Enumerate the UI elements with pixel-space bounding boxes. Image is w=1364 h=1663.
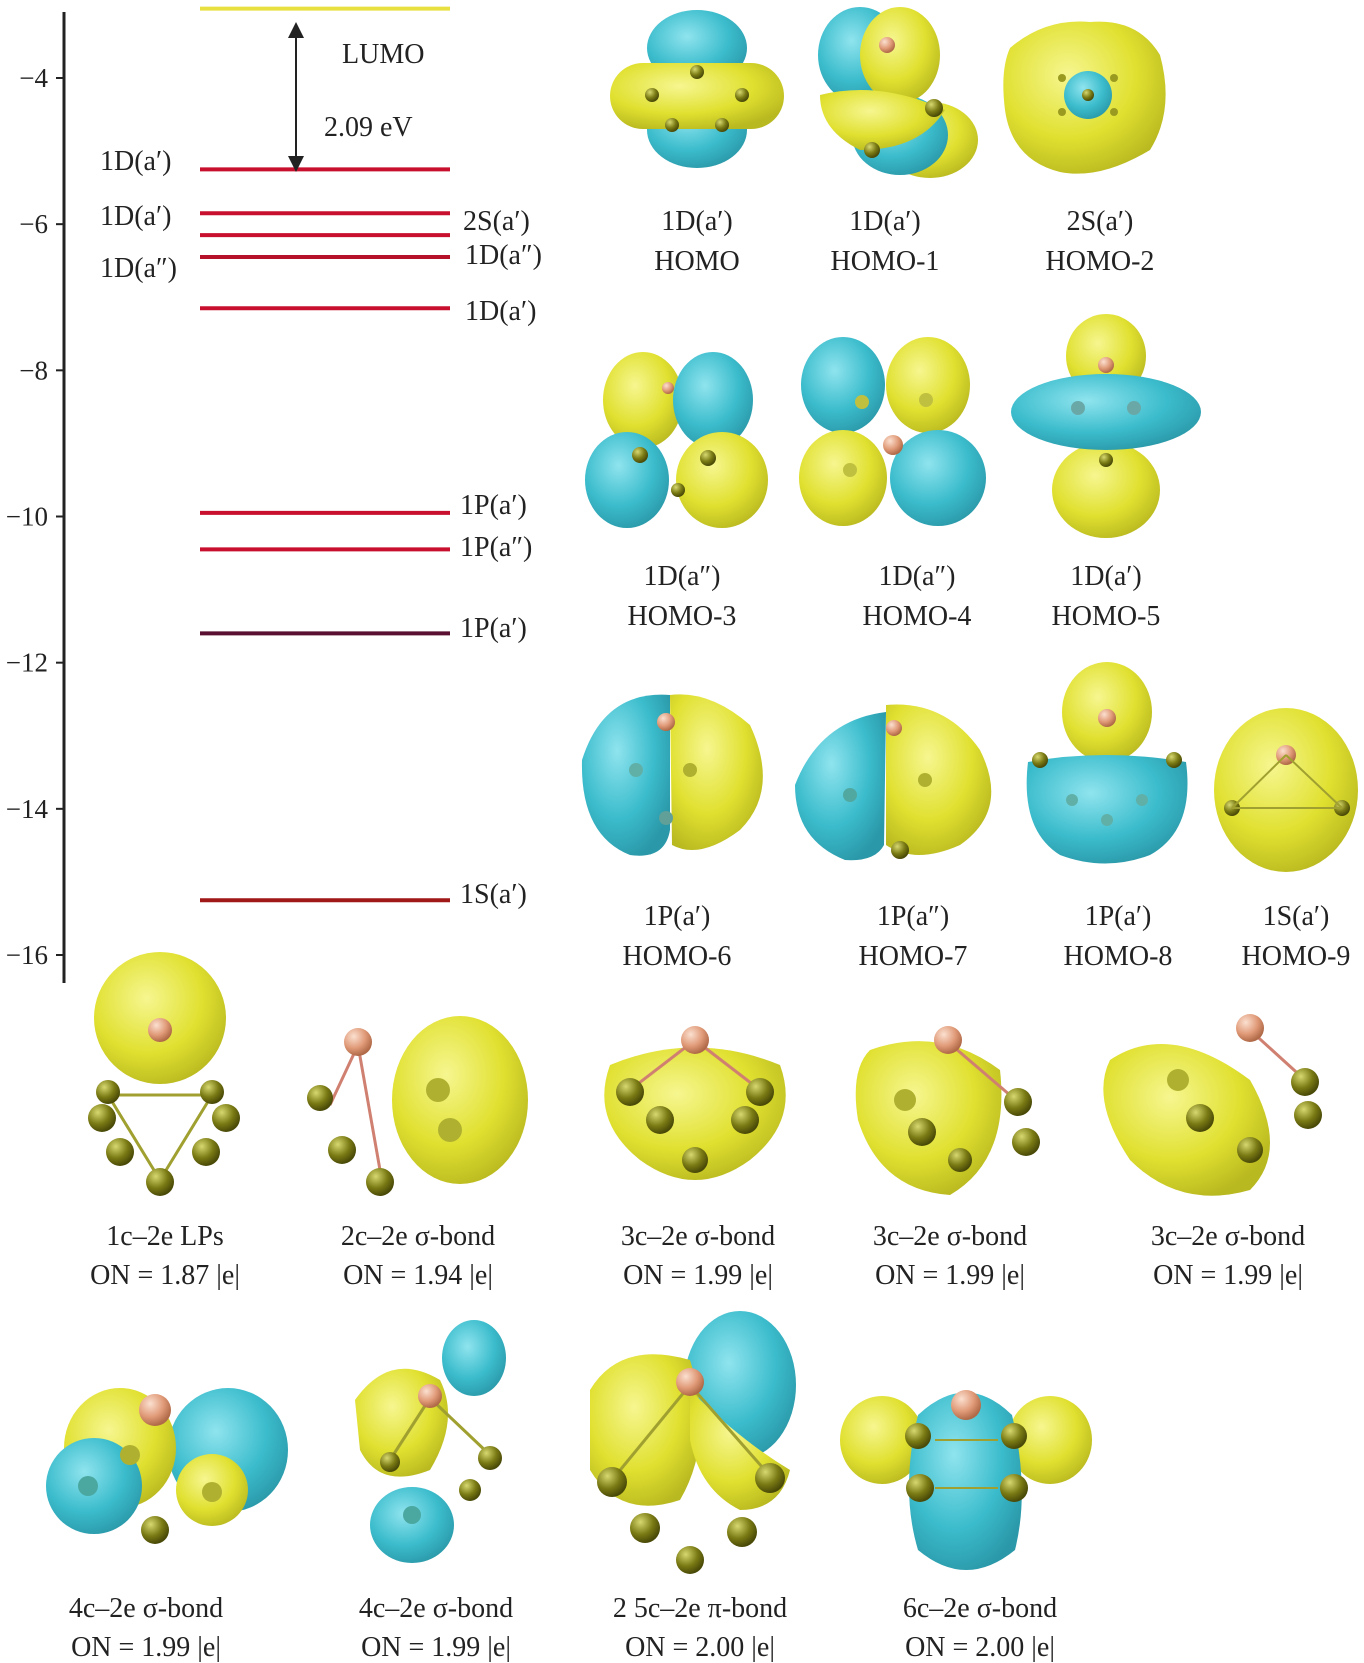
adndp-row-2 <box>46 1311 1092 1574</box>
adndp-type-3: 3c–2e σ-bond <box>621 1221 775 1252</box>
adndp-type-6: 4c–2e σ-bond <box>69 1593 223 1624</box>
mo-name-homo-8: HOMO-8 <box>1064 941 1173 972</box>
adndp-on-2: ON = 1.94 |e| <box>343 1260 493 1291</box>
adndp-image-3c2e-c <box>1103 1014 1322 1196</box>
orbital-image-homo-2 <box>1003 21 1166 174</box>
adndp-image-1c2e <box>88 952 240 1196</box>
adndp-on-7: ON = 1.99 |e| <box>361 1632 511 1663</box>
right-label-1d-a1: 1D(a′) <box>465 296 536 327</box>
right-label-1p-a2: 1P(a″) <box>460 532 532 563</box>
orbital-image-homo-6 <box>581 694 763 856</box>
mo-name-homo-6: HOMO-6 <box>623 941 732 972</box>
gap-value: 2.09 eV <box>324 112 413 143</box>
left-label-1: 1D(a′) <box>100 146 171 177</box>
energy-tick-label: −6 <box>19 209 48 239</box>
lumo-label: LUMO <box>342 39 424 70</box>
left-label-2: 1D(a′) <box>100 201 171 232</box>
energy-tick-label: −12 <box>6 648 48 678</box>
adndp-on-9: ON = 2.00 |e| <box>905 1632 1055 1663</box>
adndp-type-2: 2c–2e σ-bond <box>341 1221 495 1252</box>
mo-sym-homo-5: 1D(a′) <box>1070 561 1141 592</box>
adndp-on-5: ON = 1.99 |e| <box>1153 1260 1303 1291</box>
adndp-image-4c2e-a <box>46 1388 288 1544</box>
mo-sym-homo-4: 1D(a″) <box>879 561 956 592</box>
adndp-on-8: ON = 2.00 |e| <box>625 1632 775 1663</box>
right-label-1s: 1S(a′) <box>460 879 527 910</box>
adndp-image-4c2e-b <box>355 1320 506 1563</box>
right-label-1d-a2: 1D(a″) <box>465 240 542 271</box>
adndp-type-1: 1c–2e LPs <box>106 1221 223 1252</box>
mo-name-homo-4: HOMO-4 <box>863 601 972 632</box>
adndp-on-6: ON = 1.99 |e| <box>71 1632 221 1663</box>
mo-sym-homo-2: 2S(a′) <box>1067 206 1134 237</box>
energy-tick-label: −8 <box>19 355 48 385</box>
mo-sym-homo-8: 1P(a′) <box>1085 901 1152 932</box>
mo-sym-homo: 1D(a′) <box>661 206 732 237</box>
orbital-image-homo-9 <box>1214 708 1358 872</box>
orbital-image-homo-4 <box>799 337 986 526</box>
orbital-image-homo <box>610 10 784 168</box>
mo-captions: 1D(a′) HOMO 1D(a′) HOMO-1 2S(a′) HOMO-2 … <box>623 206 1351 972</box>
mo-name-homo: HOMO <box>654 246 740 277</box>
energy-tick-label: −16 <box>6 940 48 970</box>
left-label-3: 1D(a″) <box>100 253 177 284</box>
mo-sym-homo-1: 1D(a′) <box>849 206 920 237</box>
adndp-image-3c2e-a <box>604 1026 786 1180</box>
adndp-on-4: ON = 1.99 |e| <box>875 1260 1025 1291</box>
mo-sym-homo-3: 1D(a″) <box>644 561 721 592</box>
energy-tick-label: −4 <box>19 63 48 93</box>
adndp-type-4: 3c–2e σ-bond <box>873 1221 1027 1252</box>
adndp-row-1 <box>88 952 1322 1196</box>
mo-name-homo-2: HOMO-2 <box>1046 246 1155 277</box>
adndp-image-5c2e-pi <box>590 1311 796 1574</box>
mo-row-3 <box>581 662 1358 872</box>
mo-sym-homo-9: 1S(a′) <box>1263 901 1330 932</box>
adndp-on-1: ON = 1.87 |e| <box>90 1260 240 1291</box>
right-label-1p-a1b: 1P(a′) <box>460 613 527 644</box>
adndp-type-9: 6c–2e σ-bond <box>903 1593 1057 1624</box>
orbital-image-homo-3 <box>585 352 768 528</box>
mo-name-homo-3: HOMO-3 <box>628 601 737 632</box>
adndp-captions: 1c–2e LPs ON = 1.87 |e| 2c–2e σ-bond ON … <box>69 1221 1305 1663</box>
energy-level-diagram: −4 −6 −8 −10 −12 −14 −16 LUMO 2.09 eV 1D(a′) 1… <box>6 6 542 983</box>
adndp-image-2c2e <box>307 1016 528 1196</box>
adndp-type-5: 3c–2e σ-bond <box>1151 1221 1305 1252</box>
adndp-type-7: 4c–2e σ-bond <box>359 1593 513 1624</box>
orbital-image-homo-5 <box>1011 314 1201 538</box>
orbital-image-homo-1 <box>818 7 978 178</box>
mo-name-homo-5: HOMO-5 <box>1052 601 1161 632</box>
mo-name-homo-7: HOMO-7 <box>859 941 968 972</box>
mo-row-1 <box>610 7 1166 178</box>
mo-sym-homo-6: 1P(a′) <box>644 901 711 932</box>
energy-tick-label: −10 <box>6 502 48 532</box>
orbital-image-homo-7 <box>795 704 992 861</box>
orbital-image-homo-8 <box>1026 662 1188 864</box>
energy-tick-label: −14 <box>6 794 49 824</box>
energy-levels <box>200 6 450 903</box>
right-label-2s: 2S(a′) <box>463 206 530 237</box>
adndp-image-3c2e-b <box>855 1026 1040 1195</box>
adndp-on-3: ON = 1.99 |e| <box>623 1260 773 1291</box>
mo-sym-homo-7: 1P(a″) <box>877 901 949 932</box>
mo-name-homo-9: HOMO-9 <box>1242 941 1351 972</box>
adndp-type-8: 2 5c–2e π-bond <box>613 1593 787 1624</box>
adndp-image-6c2e <box>840 1390 1092 1570</box>
energy-axis-ticks: −4 −6 −8 −10 −12 −14 −16 <box>6 63 64 970</box>
mo-name-homo-1: HOMO-1 <box>831 246 940 277</box>
right-label-1p-a1: 1P(a′) <box>460 490 527 521</box>
mo-row-2 <box>585 314 1201 538</box>
